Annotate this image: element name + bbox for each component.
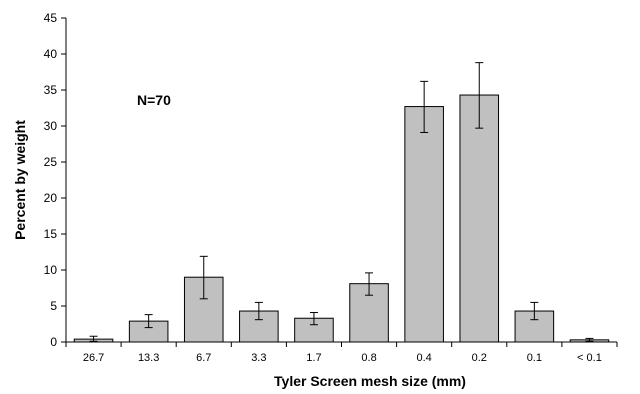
y-ticks-group: 0 5 10 15 20 25 30 35 40 45 [44, 11, 66, 349]
bar-7 [459, 94, 500, 343]
x-tick-label-4: 1.7 [306, 352, 321, 364]
x-tick-label-0: 26.7 [83, 352, 104, 364]
bars-group [73, 94, 610, 343]
y-tick-label-9: 45 [44, 11, 58, 25]
error-bar-3 [254, 301, 263, 321]
x-axis-title: Tyler Screen mesh size (mm) [274, 373, 466, 389]
error-bar-0 [89, 335, 98, 342]
error-bar-8 [530, 301, 539, 321]
error-bar-7 [475, 62, 484, 129]
x-tick-label-9: < 0.1 [577, 352, 602, 364]
axes-group [65, 18, 617, 343]
x-tick-label-1: 13.3 [138, 352, 159, 364]
y-tick-label-2: 10 [44, 263, 58, 277]
y-tick-label-0: 0 [50, 335, 57, 349]
error-bar-5 [365, 272, 374, 296]
y-tick-label-3: 15 [44, 227, 58, 241]
x-tick-label-8: 0.1 [527, 352, 542, 364]
bar-6 [404, 106, 444, 343]
error-bar-4 [309, 311, 318, 326]
sample-size-annotation: N=70 [137, 92, 171, 108]
y-tick-label-8: 40 [44, 47, 58, 61]
y-tick-label-1: 5 [50, 299, 57, 313]
y-tick-label-6: 30 [44, 119, 58, 133]
error-bar-2 [199, 255, 208, 300]
x-ticks-group: 26.7 13.3 6.7 3.3 1.7 0.8 0.4 0.2 0.1 < 0.1 [65, 342, 618, 364]
x-tick-label-3: 3.3 [251, 352, 266, 364]
y-axis-title: Percent by weight [12, 120, 28, 240]
error-bar-9 [585, 337, 594, 342]
x-tick-label-6: 0.4 [417, 352, 432, 364]
x-tick-label-7: 0.2 [472, 352, 487, 364]
x-tick-label-5: 0.8 [361, 352, 376, 364]
error-bars-group [89, 62, 594, 342]
error-bar-6 [420, 80, 429, 133]
y-tick-label-5: 25 [44, 155, 58, 169]
x-tick-label-2: 6.7 [196, 352, 211, 364]
y-tick-label-7: 35 [44, 83, 58, 97]
error-bar-1 [144, 314, 153, 329]
y-tick-label-4: 20 [44, 191, 58, 205]
